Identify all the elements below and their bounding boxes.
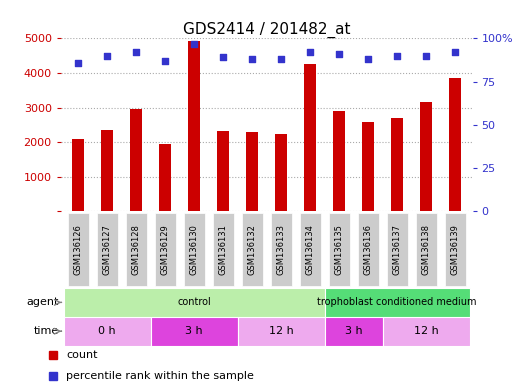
Point [277, 56, 285, 62]
Bar [63, 288, 325, 317]
FancyBboxPatch shape [97, 213, 118, 286]
Bar [238, 317, 325, 346]
FancyBboxPatch shape [300, 213, 320, 286]
Point [422, 53, 430, 59]
Point [393, 53, 401, 59]
Bar [420, 102, 432, 211]
FancyBboxPatch shape [242, 213, 262, 286]
Text: 12 h: 12 h [414, 326, 439, 336]
Text: control: control [177, 297, 211, 308]
Text: GSM136127: GSM136127 [102, 224, 111, 275]
Bar [63, 317, 150, 346]
Point [219, 54, 228, 60]
FancyBboxPatch shape [213, 213, 233, 286]
FancyBboxPatch shape [271, 213, 291, 286]
FancyBboxPatch shape [386, 213, 408, 286]
Text: 3 h: 3 h [185, 326, 203, 336]
Title: GDS2414 / 201482_at: GDS2414 / 201482_at [183, 22, 351, 38]
Bar [325, 288, 470, 317]
Text: 0 h: 0 h [98, 326, 116, 336]
Text: GSM136133: GSM136133 [277, 224, 286, 275]
FancyBboxPatch shape [445, 213, 466, 286]
Bar [72, 139, 84, 211]
Point [248, 56, 257, 62]
Point [190, 40, 199, 46]
Text: GSM136138: GSM136138 [422, 224, 431, 275]
Text: GSM136136: GSM136136 [364, 224, 373, 275]
Bar [333, 111, 345, 211]
Bar [304, 64, 316, 211]
Text: percentile rank within the sample: percentile rank within the sample [66, 371, 254, 381]
Bar [449, 78, 461, 211]
Text: GSM136134: GSM136134 [306, 224, 315, 275]
Text: GSM136128: GSM136128 [131, 224, 140, 275]
FancyBboxPatch shape [184, 213, 204, 286]
Text: GSM136131: GSM136131 [219, 224, 228, 275]
Text: GSM136132: GSM136132 [248, 224, 257, 275]
Text: GSM136130: GSM136130 [190, 224, 199, 275]
Text: agent: agent [26, 297, 59, 308]
FancyBboxPatch shape [357, 213, 379, 286]
Bar [218, 131, 229, 211]
Bar [325, 317, 383, 346]
Point [74, 60, 82, 66]
FancyBboxPatch shape [329, 213, 350, 286]
Text: trophoblast conditioned medium: trophoblast conditioned medium [317, 297, 477, 308]
Point [132, 49, 140, 55]
FancyBboxPatch shape [126, 213, 147, 286]
Text: time: time [33, 326, 59, 336]
Point [364, 56, 372, 62]
Text: 3 h: 3 h [345, 326, 362, 336]
Bar [188, 41, 200, 211]
FancyBboxPatch shape [416, 213, 437, 286]
Text: GSM136129: GSM136129 [161, 224, 169, 275]
Point [103, 53, 111, 59]
Bar [391, 118, 403, 211]
Bar [130, 109, 142, 211]
Bar [247, 132, 258, 211]
Point [306, 49, 314, 55]
Text: 12 h: 12 h [269, 326, 294, 336]
Point [451, 49, 459, 55]
Bar [383, 317, 470, 346]
FancyBboxPatch shape [68, 213, 89, 286]
Text: GSM136126: GSM136126 [73, 224, 82, 275]
Bar [101, 130, 113, 211]
Text: GSM136137: GSM136137 [393, 224, 402, 275]
Bar [275, 134, 287, 211]
Point [161, 58, 169, 64]
Text: GSM136135: GSM136135 [335, 224, 344, 275]
Text: count: count [66, 350, 98, 360]
Text: GSM136139: GSM136139 [451, 224, 460, 275]
Bar [362, 122, 374, 211]
FancyBboxPatch shape [155, 213, 176, 286]
Bar [150, 317, 238, 346]
Bar [159, 144, 171, 211]
Point [335, 51, 343, 57]
